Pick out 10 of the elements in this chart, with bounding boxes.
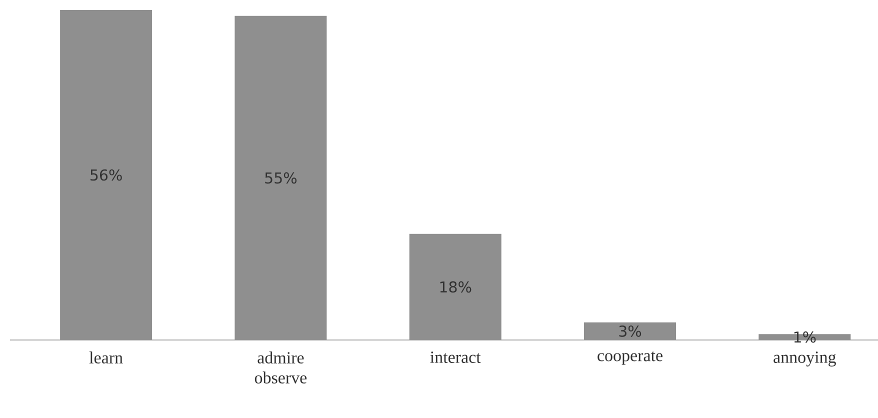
data-label: 1% — [794, 331, 816, 343]
data-label: 56% — [90, 169, 122, 181]
x-tick-label: cooperate — [598, 352, 662, 365]
x-tick-label: learn — [89, 352, 123, 364]
data-label: 3% — [619, 325, 642, 337]
x-tick-label: admire observe — [254, 352, 307, 384]
x-tick-label: annoying — [774, 352, 836, 366]
data-label: 18% — [440, 281, 472, 293]
data-label: 55% — [265, 172, 297, 184]
x-tick-label: interact — [430, 352, 481, 363]
